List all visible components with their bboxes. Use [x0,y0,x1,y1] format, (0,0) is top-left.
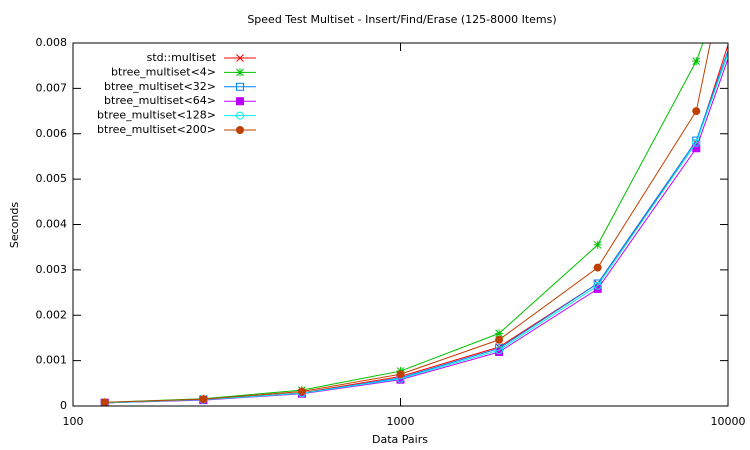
marker [692,57,701,66]
y-tick-label: 0.002 [36,308,68,321]
y-axis-label: Seconds [8,202,21,248]
marker [593,263,602,272]
legend-marker [236,68,244,77]
legend-label: std::multiset [147,51,217,64]
y-tick-label: 0 [60,399,67,412]
series-line [104,43,711,403]
marker [495,335,504,344]
plot-area [100,43,728,406]
y-tick-label: 0.007 [36,81,68,94]
y-tick-label: 0.001 [36,354,68,367]
chart-title: Speed Test Multiset - Insert/Find/Erase … [247,13,556,26]
y-tick-label: 0.003 [36,263,68,276]
marker [692,136,701,145]
series-line [104,52,728,404]
y-tick-label: 0.008 [36,36,68,49]
marker [593,240,602,249]
legend-marker [236,111,244,120]
legend-label: btree_multiset<32> [104,80,216,93]
y-tick-label: 0.006 [36,127,68,140]
marker [396,370,405,379]
marker [692,138,701,147]
legend-marker [236,97,244,106]
legend-marker [236,82,244,91]
marker [593,281,602,290]
legend-label: btree_multiset<200> [97,123,216,136]
marker [495,329,504,338]
marker [495,346,504,355]
series-line [104,43,704,403]
marker [692,107,701,116]
y-tick-label: 0.004 [36,218,68,231]
legend-label: btree_multiset<128> [97,109,216,122]
legend-label: btree_multiset<64> [104,94,216,107]
x-tick-label: 10000 [711,415,746,428]
marker [297,387,306,396]
marker [199,395,208,404]
y-tick-label: 0.005 [36,172,68,185]
x-tick-label: 100 [63,415,84,428]
x-axis-label: Data Pairs [372,433,428,446]
marker [100,398,109,406]
x-tick-label: 1000 [387,415,415,428]
legend-marker [236,126,244,134]
legend-label: btree_multiset<4> [111,65,216,78]
legend-marker [236,54,244,62]
